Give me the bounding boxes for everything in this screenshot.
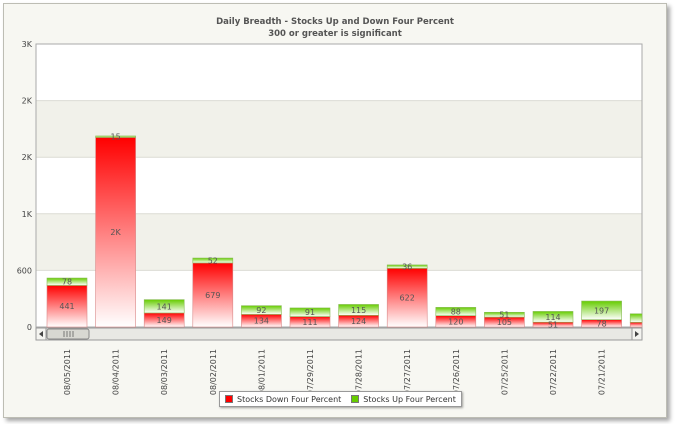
- bar-up[interactable]: [46, 277, 88, 286]
- chart-frame: Daily Breadth - Stocks Up and Down Four …: [3, 3, 667, 418]
- x-tick-label: 08/03/2011: [160, 349, 169, 395]
- chevron-right-icon: [635, 331, 639, 337]
- bar-up[interactable]: [192, 257, 234, 264]
- grid-band: [36, 157, 642, 214]
- scrollbar-thumb[interactable]: [46, 328, 90, 340]
- data-label-up: 15: [111, 133, 121, 142]
- data-label-down: 111: [302, 318, 317, 327]
- x-tick-label: 07/29/2011: [306, 349, 315, 395]
- data-label-down: 441: [59, 302, 74, 311]
- data-label-down: 124: [351, 317, 366, 326]
- chart-canvas: Daily Breadth - Stocks Up and Down Four …: [17, 17, 643, 395]
- data-label-up: 114: [545, 313, 560, 322]
- data-label-up: 52: [208, 256, 218, 265]
- y-tick-label: 600: [17, 266, 32, 275]
- legend: Stocks Down Four Percent Stocks Up Four …: [219, 391, 462, 407]
- x-tick-label: 07/27/2011: [403, 349, 412, 395]
- bar-up[interactable]: [581, 300, 622, 320]
- bar-up[interactable]: [435, 307, 477, 316]
- data-label-up: 91: [305, 308, 315, 317]
- bar-up[interactable]: [484, 311, 525, 318]
- bar-down[interactable]: [192, 262, 234, 328]
- data-label-down: 120: [448, 317, 463, 326]
- y-tick-label: 2K: [22, 153, 33, 162]
- y-tick-label: 1K: [22, 210, 33, 219]
- data-label-up: 78: [62, 278, 72, 287]
- data-label-down: 2K: [110, 228, 121, 237]
- data-label-down: 105: [497, 318, 512, 327]
- legend-item-up[interactable]: Stocks Up Four Percent: [351, 395, 456, 404]
- bar-up[interactable]: [289, 307, 331, 317]
- data-label-down: 679: [205, 291, 220, 300]
- chevron-left-icon: [39, 331, 43, 337]
- x-tick-label: 07/26/2011: [452, 349, 461, 395]
- grid-band: [36, 100, 642, 158]
- bar-up[interactable]: [241, 305, 282, 315]
- grid-band: [36, 213, 642, 271]
- legend-swatch-up: [351, 395, 360, 403]
- legend-label-up: Stocks Up Four Percent: [363, 394, 456, 404]
- chart-title: Daily Breadth - Stocks Up and Down Four …: [216, 17, 454, 27]
- y-tick-label: 0: [27, 323, 32, 332]
- data-label-up: 51: [499, 311, 509, 320]
- grid-layer: [35, 43, 643, 328]
- grip-icon: [63, 331, 74, 337]
- x-tick-label: 08/02/2011: [209, 349, 218, 395]
- x-tick-label: 08/05/2011: [63, 349, 72, 395]
- x-tick-label: 08/04/2011: [112, 349, 121, 395]
- x-tick-label: 07/22/2011: [549, 349, 558, 395]
- legend-label-down: Stocks Down Four Percent: [237, 394, 342, 404]
- y-tick-label: 3K: [22, 40, 33, 49]
- x-axis-ticks: 08/05/2011 08/04/2011 08/03/2011 08/02/2011…: [63, 349, 607, 395]
- x-tick-label: 07/25/2011: [500, 349, 509, 395]
- x-tick-label: 07/21/2011: [598, 349, 607, 395]
- data-label-up: 141: [157, 302, 172, 311]
- x-tick-label: 07/28/2011: [355, 349, 364, 395]
- data-label-up: 197: [594, 306, 609, 315]
- data-label-down: 78: [597, 319, 607, 328]
- data-label-down: 134: [254, 317, 269, 326]
- data-label-up: 36: [402, 263, 412, 272]
- bar-down[interactable]: [386, 268, 428, 328]
- bar-up[interactable]: [338, 304, 379, 316]
- bar-up-partial[interactable]: [629, 313, 643, 323]
- chart-subtitle: 300 or greater is significant: [268, 29, 402, 39]
- data-label-up: 88: [451, 308, 461, 317]
- data-label-up: 115: [351, 306, 366, 315]
- grid-band: [36, 44, 642, 101]
- y-axis-ticks: 0 600 1K 2K 2K 3K: [17, 40, 33, 332]
- bar-up[interactable]: [95, 135, 136, 138]
- bar-up[interactable]: [386, 264, 428, 269]
- bar-up[interactable]: [532, 311, 574, 323]
- bar-down[interactable]: [95, 137, 136, 328]
- data-label-up: 92: [256, 306, 266, 315]
- x-tick-label: 08/01/2011: [257, 349, 266, 395]
- y-tick-label: 2K: [22, 97, 33, 106]
- bar-up[interactable]: [143, 299, 185, 314]
- data-label-down: 622: [400, 294, 415, 303]
- bar-down-partial[interactable]: [629, 321, 643, 328]
- data-label-down: 149: [157, 316, 172, 325]
- scrollbar-track[interactable]: [35, 327, 643, 341]
- legend-swatch-down: [225, 395, 233, 403]
- bar-down[interactable]: [46, 285, 88, 328]
- horizontal-scrollbar[interactable]: [35, 327, 643, 341]
- legend-item-down[interactable]: Stocks Down Four Percent: [225, 395, 341, 404]
- data-label-down: 51: [548, 321, 558, 330]
